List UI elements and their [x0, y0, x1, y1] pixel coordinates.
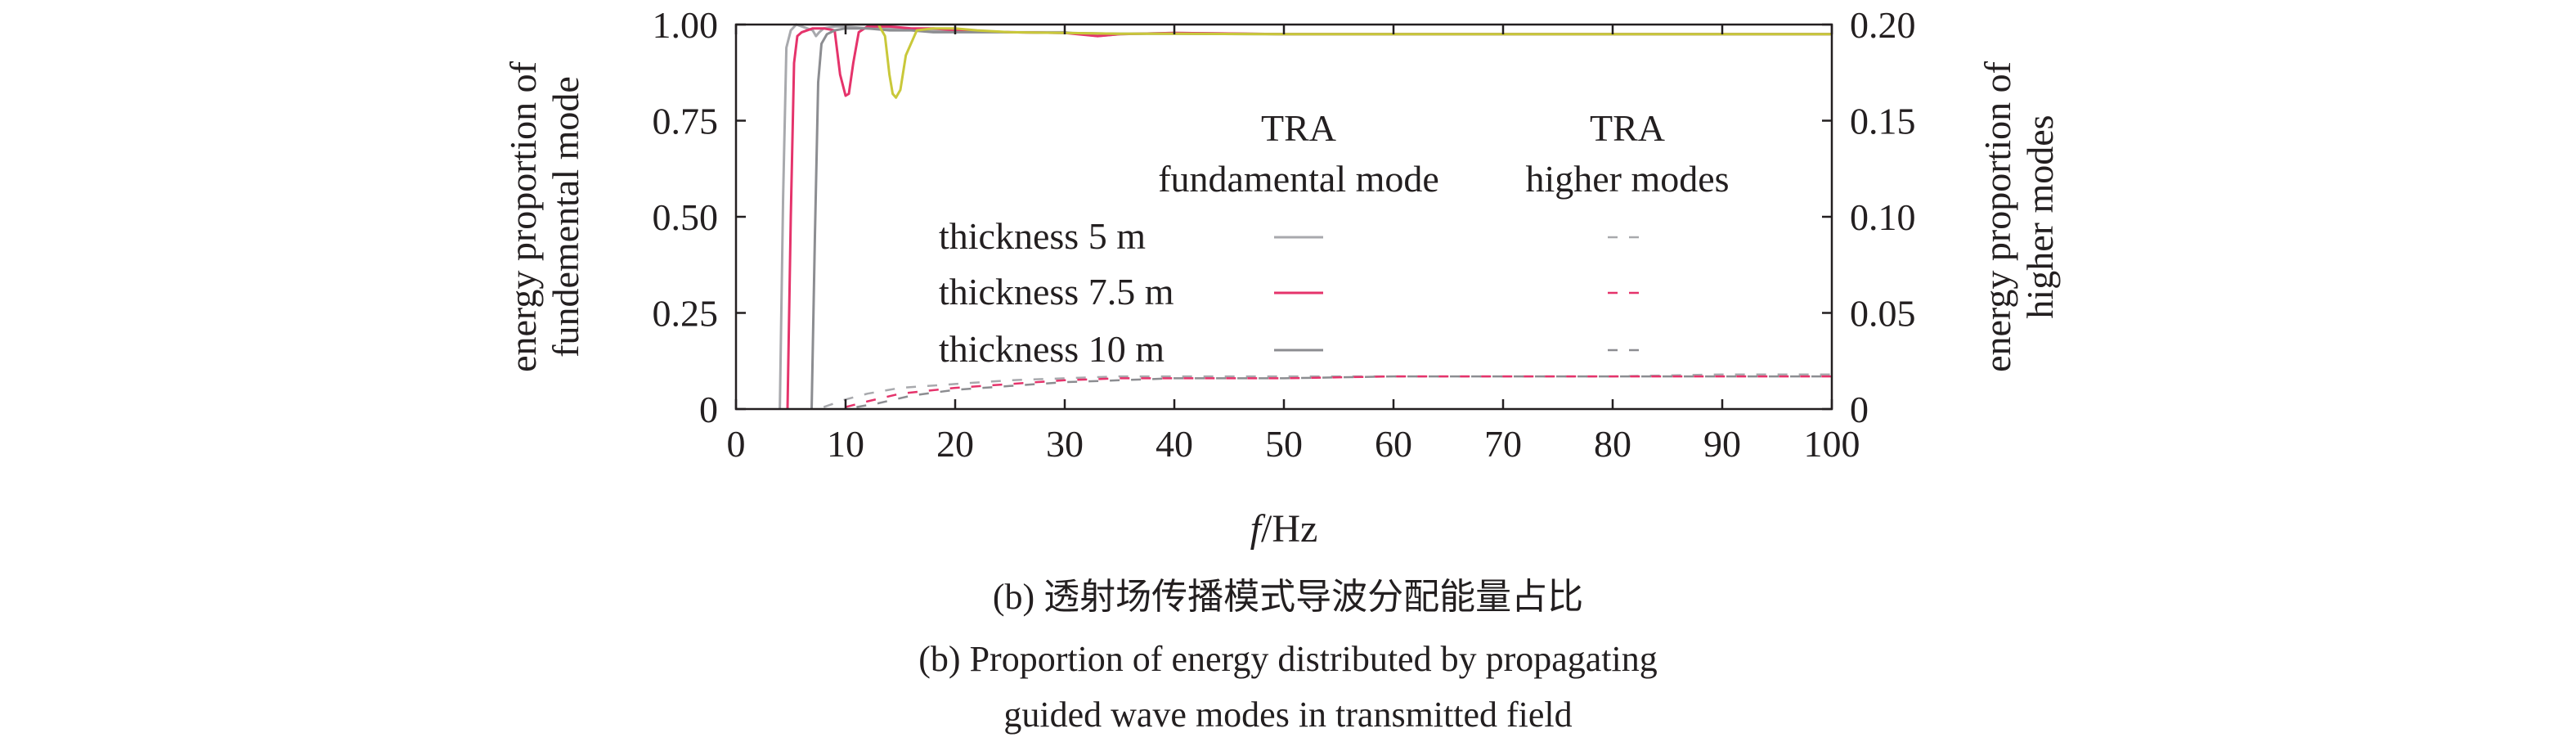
legend: TRA fundamental mode TRA higher modes thickn…: [939, 107, 1730, 370]
x-tick-label: 60: [1375, 423, 1412, 465]
axes: 0 10 20 30 40 50 60 70 80 90 10000.250.500.751.000…: [502, 4, 2061, 551]
y-right-tick-label: 0.05: [1850, 293, 1916, 335]
caption-english-line2: guided wave modes in transmitted field: [1003, 695, 1573, 735]
series-line-left-unlabeled-3: [877, 24, 1832, 99]
series-line-right-thickness-10-m-6: [856, 375, 1832, 408]
y-left-axis-label-line: fundemental mode: [545, 76, 586, 358]
x-tick-label: 0: [727, 423, 746, 465]
legend-header-fundamental: TRA: [1261, 107, 1336, 149]
x-tick-label: 10: [827, 423, 864, 465]
legend-row-label: thickness 10 m: [939, 328, 1165, 370]
y-right-tick-label: 0.20: [1850, 4, 1916, 46]
y-left-tick-label: 0.75: [653, 101, 719, 142]
legend-header-higher: higher modes: [1525, 158, 1729, 200]
x-tick-label: 40: [1156, 423, 1193, 465]
y-left-tick-label: 0.50: [653, 196, 719, 238]
legend-header-higher: TRA: [1590, 107, 1665, 149]
plot-area: [779, 23, 1832, 410]
legend-row-label: thickness 7.5 m: [939, 271, 1174, 313]
y-left-tick-label: 0.25: [653, 293, 719, 335]
x-tick-label: 90: [1703, 423, 1741, 465]
y-right-axis-label-line: energy proportion of: [1977, 61, 2018, 372]
y-left-axis-label-line: energy proportion of: [502, 61, 544, 372]
y-right-tick-label: 0.15: [1850, 101, 1916, 142]
x-tick-label: 20: [936, 423, 974, 465]
caption-chinese: (b) 透射场传播模式导波分配能量占比: [992, 577, 1584, 617]
x-tick-label: 80: [1594, 423, 1631, 465]
y-right-axis-label-line: higher modes: [2019, 115, 2061, 318]
legend-header-fundamental: fundamental mode: [1158, 158, 1439, 200]
series-line-right-thickness-5-m-4: [823, 373, 1832, 408]
x-axis-label: f/Hz: [1250, 507, 1318, 551]
caption-english-line1: (b) Proportion of energy distributed by …: [918, 639, 1658, 679]
y-left-tick-label: 0: [699, 389, 718, 430]
x-tick-label: 100: [1804, 423, 1860, 465]
y-right-tick-label: 0: [1850, 389, 1869, 430]
x-tick-label: 50: [1265, 423, 1303, 465]
legend-row-label: thickness 5 m: [939, 215, 1146, 257]
y-right-tick-label: 0.10: [1850, 196, 1916, 238]
series-line-right-thickness-7-5-m-5: [845, 375, 1832, 408]
y-left-tick-label: 1.00: [653, 4, 719, 46]
x-tick-label: 30: [1046, 423, 1084, 465]
x-tick-label: 70: [1484, 423, 1522, 465]
